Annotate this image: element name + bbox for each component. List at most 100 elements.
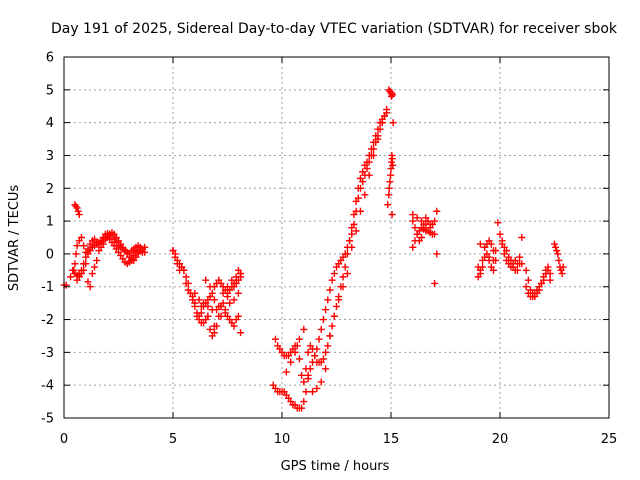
data-point bbox=[304, 371, 312, 379]
data-point bbox=[300, 398, 308, 406]
x-tick-label: 10 bbox=[274, 432, 291, 447]
data-point bbox=[409, 211, 417, 219]
data-point bbox=[93, 256, 101, 264]
data-point bbox=[385, 191, 393, 199]
data-point bbox=[507, 256, 515, 264]
y-tick-label: -3 bbox=[41, 346, 54, 361]
y-tick-label: -2 bbox=[41, 313, 54, 328]
data-point bbox=[319, 316, 327, 324]
data-point bbox=[72, 250, 80, 258]
data-point bbox=[304, 348, 312, 356]
data-point bbox=[73, 276, 81, 284]
data-point bbox=[302, 365, 310, 373]
data-point bbox=[228, 276, 236, 284]
data-point bbox=[426, 220, 434, 228]
x-tick-label: 0 bbox=[60, 432, 68, 447]
data-point bbox=[234, 289, 242, 297]
data-point bbox=[217, 312, 225, 320]
data-point bbox=[326, 332, 334, 340]
data-point bbox=[374, 135, 382, 143]
data-point bbox=[202, 276, 210, 284]
data-point bbox=[322, 306, 330, 314]
data-point bbox=[226, 299, 234, 307]
data-point bbox=[524, 276, 532, 284]
data-point bbox=[82, 260, 90, 268]
data-point bbox=[182, 273, 190, 281]
grid-lines bbox=[64, 57, 609, 418]
data-point bbox=[551, 240, 558, 248]
data-point bbox=[388, 155, 396, 163]
data-point bbox=[489, 266, 497, 274]
data-point bbox=[431, 279, 439, 287]
data-point bbox=[378, 119, 386, 127]
x-tick-label: 20 bbox=[492, 432, 509, 447]
data-point bbox=[317, 378, 325, 386]
data-point bbox=[309, 345, 317, 353]
data-point bbox=[389, 161, 397, 169]
data-point bbox=[287, 358, 295, 366]
data-point bbox=[559, 263, 567, 271]
y-tick-label: -4 bbox=[41, 379, 54, 394]
data-point bbox=[191, 289, 199, 297]
data-point bbox=[309, 388, 317, 396]
data-point bbox=[215, 302, 223, 310]
data-point bbox=[418, 217, 426, 225]
data-point bbox=[518, 234, 526, 241]
data-point bbox=[388, 211, 396, 219]
data-point bbox=[479, 263, 487, 271]
y-tick-label: 6 bbox=[46, 51, 54, 66]
data-point bbox=[204, 302, 212, 310]
data-point bbox=[295, 335, 303, 343]
data-point bbox=[184, 279, 192, 287]
data-point bbox=[356, 207, 364, 215]
data-point bbox=[516, 253, 524, 261]
data-point bbox=[324, 342, 332, 350]
data-point bbox=[206, 283, 214, 291]
data-point bbox=[271, 335, 279, 343]
data-point bbox=[433, 207, 441, 215]
data-point bbox=[99, 240, 107, 248]
y-tick-label: 3 bbox=[46, 149, 54, 164]
data-point bbox=[74, 207, 82, 215]
y-tick-label: -1 bbox=[41, 280, 54, 295]
data-point bbox=[319, 355, 327, 363]
data-point bbox=[232, 273, 240, 281]
data-point bbox=[361, 191, 369, 199]
data-point bbox=[496, 230, 504, 238]
data-point bbox=[389, 119, 397, 127]
data-point bbox=[339, 273, 347, 281]
data-point bbox=[311, 352, 319, 360]
data-point bbox=[210, 329, 218, 337]
data-point bbox=[138, 245, 146, 253]
data-point bbox=[387, 165, 395, 173]
y-axis-label: SDTVAR / TECUs bbox=[7, 185, 22, 292]
x-axis-label: GPS time / hours bbox=[281, 459, 390, 474]
data-point bbox=[374, 125, 382, 133]
data-point bbox=[494, 219, 502, 227]
data-point bbox=[330, 312, 338, 320]
data-point bbox=[73, 242, 81, 250]
data-point bbox=[234, 312, 242, 320]
data-point bbox=[317, 325, 325, 333]
data-point bbox=[352, 197, 360, 205]
data-point bbox=[230, 296, 238, 304]
data-point bbox=[224, 293, 231, 301]
x-tick-label: 25 bbox=[601, 432, 618, 447]
data-point bbox=[339, 283, 347, 291]
data-point bbox=[313, 384, 321, 392]
chart-title: Day 191 of 2025, Sidereal Day-to-day VTE… bbox=[51, 21, 618, 37]
data-point bbox=[224, 283, 231, 291]
data-point bbox=[413, 214, 421, 222]
data-point bbox=[489, 256, 497, 264]
data-point bbox=[540, 276, 548, 284]
data-point bbox=[492, 247, 500, 255]
data-point bbox=[300, 378, 308, 386]
y-tick-label: 4 bbox=[46, 116, 54, 131]
data-point bbox=[210, 296, 218, 304]
data-point bbox=[476, 240, 484, 248]
data-point bbox=[86, 283, 94, 291]
data-point bbox=[553, 247, 561, 255]
data-point bbox=[348, 230, 356, 238]
data-point bbox=[324, 296, 332, 304]
